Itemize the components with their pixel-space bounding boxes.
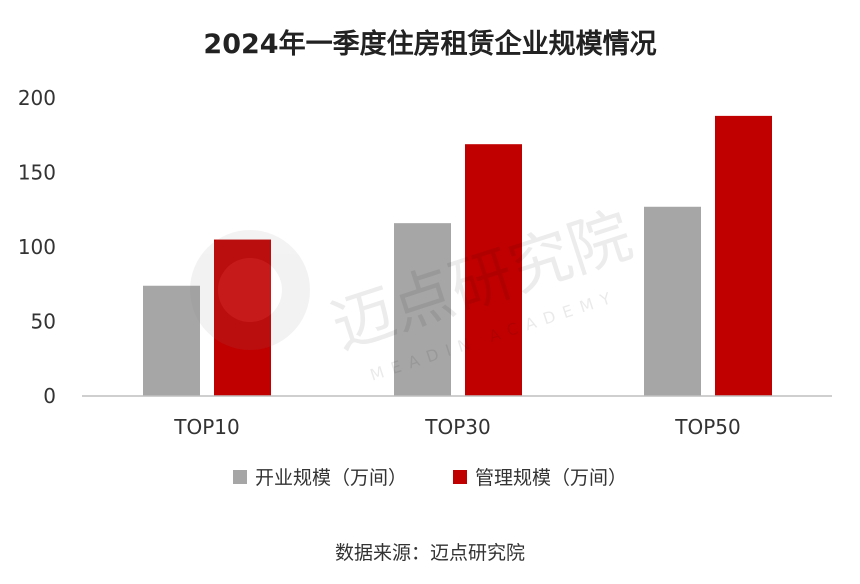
y-tick-label: 150 [18,161,56,185]
legend-item-opened: 开业规模（万间） [232,463,407,490]
legend: 开业规模（万间） 管理规模（万间） [0,463,860,490]
chart-title: 2024年一季度住房租赁企业规模情况 [203,29,657,60]
legend-swatch-managed [453,469,467,484]
y-tick-label: 50 [31,310,56,334]
y-axis: 0 50 100 150 200 [18,86,56,408]
source-note: 数据来源：迈点研究院 [334,542,525,564]
y-tick-label: 100 [18,235,56,259]
legend-swatch-opened [232,469,247,484]
legend-label-opened: 开业规模（万间） [254,467,407,489]
bar-top10-opened [143,285,200,396]
legend-label-managed: 管理规模（万间） [475,467,628,489]
bar-series [143,115,772,396]
bar-top10-managed [214,239,271,396]
x-tick-label: TOP10 [173,415,239,439]
legend-item-managed: 管理规模（万间） [453,463,627,490]
y-tick-label: 0 [43,384,56,408]
x-tick-label: TOP30 [424,415,490,439]
x-tick-label: TOP50 [674,415,740,439]
bar-top30-opened [394,223,451,396]
x-axis: TOP10 TOP30 TOP50 [173,415,740,439]
bar-top50-opened [644,206,701,396]
bar-top50-managed [715,115,772,396]
y-tick-label: 200 [18,86,56,110]
bar-top30-managed [465,144,522,396]
